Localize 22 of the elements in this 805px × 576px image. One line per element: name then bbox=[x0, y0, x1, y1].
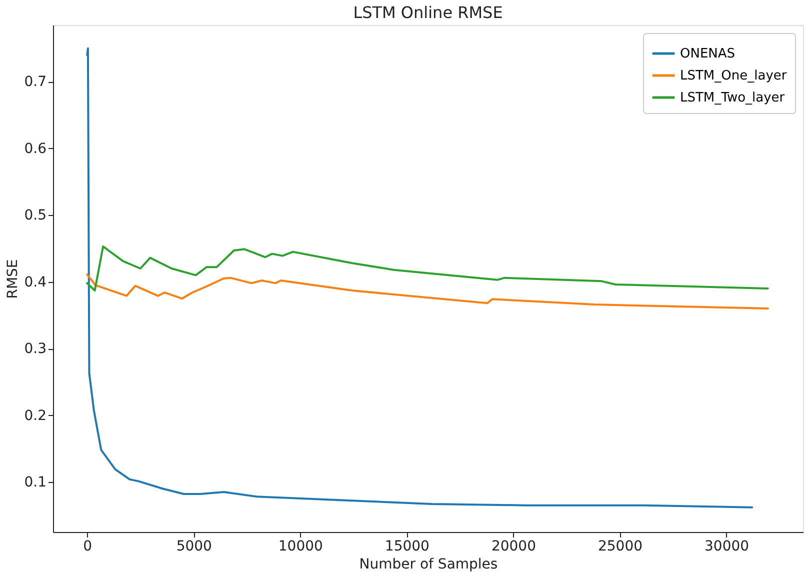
x-tick-label: 15000 bbox=[384, 538, 430, 554]
x-tick-label: 25000 bbox=[598, 538, 643, 554]
y-tick-label: 0.1 bbox=[24, 474, 46, 490]
y-tick-label: 0.2 bbox=[24, 408, 46, 424]
line-series bbox=[86, 273, 769, 310]
y-tick-label: 0.7 bbox=[24, 74, 46, 90]
line-series bbox=[86, 245, 769, 292]
y-tick-label: 0.3 bbox=[24, 341, 46, 358]
x-tick-label: 20000 bbox=[491, 538, 536, 554]
y-tick-label: 0.6 bbox=[24, 140, 47, 157]
legend-label: LSTM_Two_layer bbox=[680, 90, 786, 106]
x-tick-label: 0 bbox=[83, 538, 92, 554]
y-tick-label: 0.5 bbox=[24, 208, 46, 224]
x-tick-label: 10000 bbox=[278, 538, 323, 554]
y-tick-label: 0.4 bbox=[24, 274, 47, 290]
chart-title: LSTM Online RMSE bbox=[353, 3, 503, 22]
x-tick-label: 5000 bbox=[176, 538, 212, 554]
y-axis-title: RMSE bbox=[5, 259, 22, 299]
legend-label: LSTM_One_layer bbox=[680, 68, 788, 84]
legend-label: ONENAS bbox=[680, 46, 736, 62]
x-tick-label: 30000 bbox=[704, 538, 750, 554]
x-axis-title: Number of Samples bbox=[359, 556, 498, 572]
